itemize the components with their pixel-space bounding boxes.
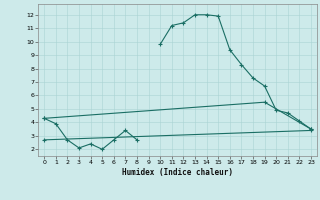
X-axis label: Humidex (Indice chaleur): Humidex (Indice chaleur) [122,168,233,177]
